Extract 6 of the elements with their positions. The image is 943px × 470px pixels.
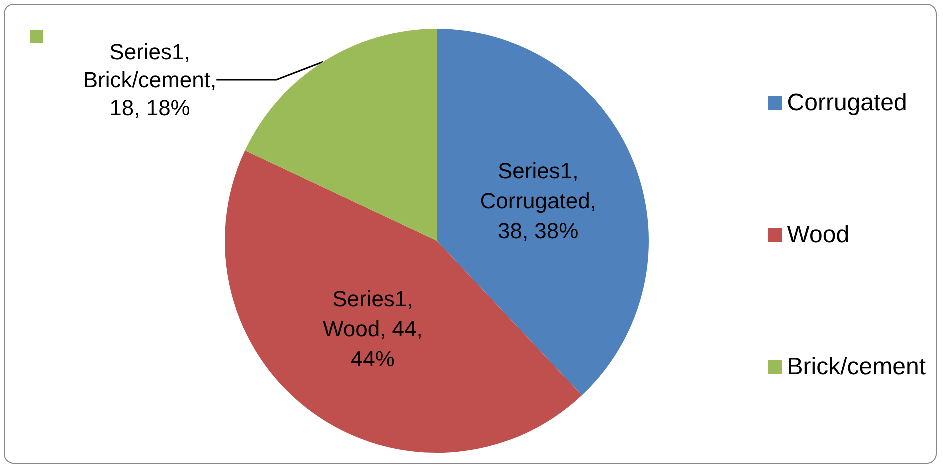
data-label: Series1, Brick/cement, 18, 18%: [83, 40, 217, 120]
legend-label: Wood: [787, 222, 850, 248]
legend-label: Corrugated: [787, 90, 908, 116]
data-label: Series1, Wood, 44, 44%: [322, 286, 423, 372]
data-label: Series1, Corrugated, 38, 38%: [480, 158, 596, 244]
legend-label: Brick/cement: [787, 354, 926, 380]
